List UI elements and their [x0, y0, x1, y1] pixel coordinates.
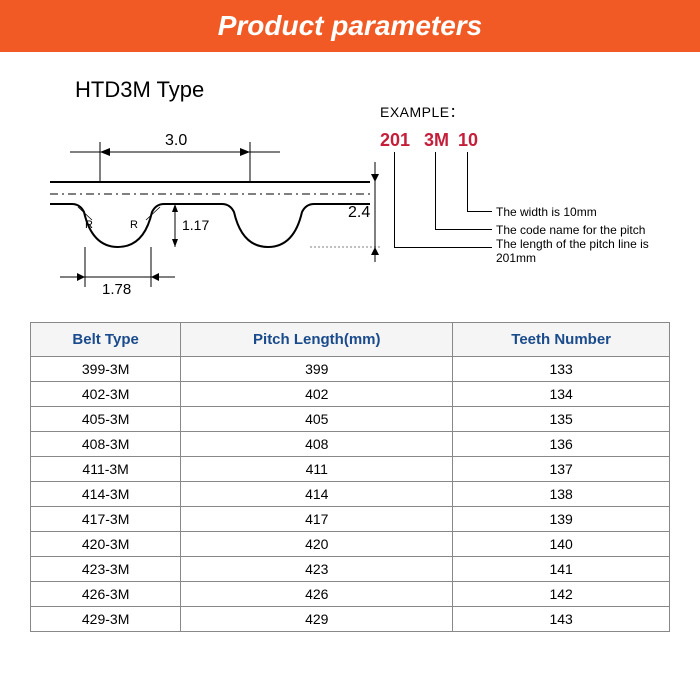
table-cell: 138	[453, 482, 670, 507]
table-cell: 143	[453, 607, 670, 632]
diagram-area: HTD3M Type 3.0 R R 1.17 2.4	[0, 52, 700, 322]
radius-label-1: R	[85, 219, 93, 231]
table-cell: 133	[453, 357, 670, 382]
spec-table: Belt Type Pitch Length(mm) Teeth Number …	[30, 322, 670, 632]
table-cell: 411-3M	[31, 457, 181, 482]
table-row: 402-3M402134	[31, 382, 670, 407]
table-cell: 134	[453, 382, 670, 407]
tooth-width-dim: 1.78	[102, 281, 131, 298]
example-width: 10	[458, 130, 478, 151]
page-title: Product parameters	[218, 10, 483, 41]
table-cell: 426	[181, 582, 453, 607]
table-row: 408-3M408136	[31, 432, 670, 457]
table-cell: 135	[453, 407, 670, 432]
example-note-width: The width is 10mm	[496, 205, 597, 219]
table-row: 414-3M414138	[31, 482, 670, 507]
table-row: 411-3M411137	[31, 457, 670, 482]
table-cell: 140	[453, 532, 670, 557]
table-cell: 426-3M	[31, 582, 181, 607]
table-cell: 408	[181, 432, 453, 457]
table-cell: 411	[181, 457, 453, 482]
belt-height-dim: 2.4	[348, 204, 370, 221]
table-row: 420-3M420140	[31, 532, 670, 557]
table-row: 399-3M399133	[31, 357, 670, 382]
table-header-row: Belt Type Pitch Length(mm) Teeth Number	[31, 323, 670, 357]
col-pitch-length: Pitch Length(mm)	[181, 323, 453, 357]
col-belt-type: Belt Type	[31, 323, 181, 357]
table-cell: 429-3M	[31, 607, 181, 632]
page-title-bar: Product parameters	[0, 0, 700, 52]
example-pitch-code: 3M	[424, 130, 449, 151]
table-cell: 417-3M	[31, 507, 181, 532]
example-note-length: The length of the pitch line is 201mm	[496, 237, 676, 266]
spec-table-wrap: Belt Type Pitch Length(mm) Teeth Number …	[0, 322, 700, 632]
table-cell: 423-3M	[31, 557, 181, 582]
table-row: 426-3M426142	[31, 582, 670, 607]
table-cell: 136	[453, 432, 670, 457]
table-cell: 429	[181, 607, 453, 632]
table-cell: 142	[453, 582, 670, 607]
example-header: EXAMPLE：	[380, 102, 670, 122]
belt-type-label: HTD3M Type	[75, 77, 670, 103]
table-cell: 399-3M	[31, 357, 181, 382]
col-teeth-number: Teeth Number	[453, 323, 670, 357]
table-cell: 405-3M	[31, 407, 181, 432]
example-length: 201	[380, 130, 410, 151]
table-cell: 405	[181, 407, 453, 432]
table-cell: 402	[181, 382, 453, 407]
table-cell: 414-3M	[31, 482, 181, 507]
table-cell: 423	[181, 557, 453, 582]
belt-profile-diagram: 3.0 R R 1.17 2.4 1.78	[30, 112, 390, 312]
example-code: 201 3M 10 The width is 10mm The code nam…	[380, 130, 670, 280]
table-row: 417-3M417139	[31, 507, 670, 532]
table-row: 423-3M423141	[31, 557, 670, 582]
table-cell: 408-3M	[31, 432, 181, 457]
table-row: 429-3M429143	[31, 607, 670, 632]
table-cell: 414	[181, 482, 453, 507]
table-cell: 402-3M	[31, 382, 181, 407]
table-cell: 141	[453, 557, 670, 582]
tooth-depth-dim: 1.17	[182, 217, 209, 233]
table-cell: 420	[181, 532, 453, 557]
pitch-dim: 3.0	[165, 132, 187, 149]
example-note-pitch: The code name for the pitch	[496, 223, 645, 237]
table-cell: 420-3M	[31, 532, 181, 557]
table-cell: 137	[453, 457, 670, 482]
table-cell: 139	[453, 507, 670, 532]
example-block: EXAMPLE： 201 3M 10 The width is 10mm The…	[380, 102, 670, 280]
table-cell: 417	[181, 507, 453, 532]
table-row: 405-3M405135	[31, 407, 670, 432]
table-cell: 399	[181, 357, 453, 382]
radius-label-2: R	[130, 219, 138, 231]
